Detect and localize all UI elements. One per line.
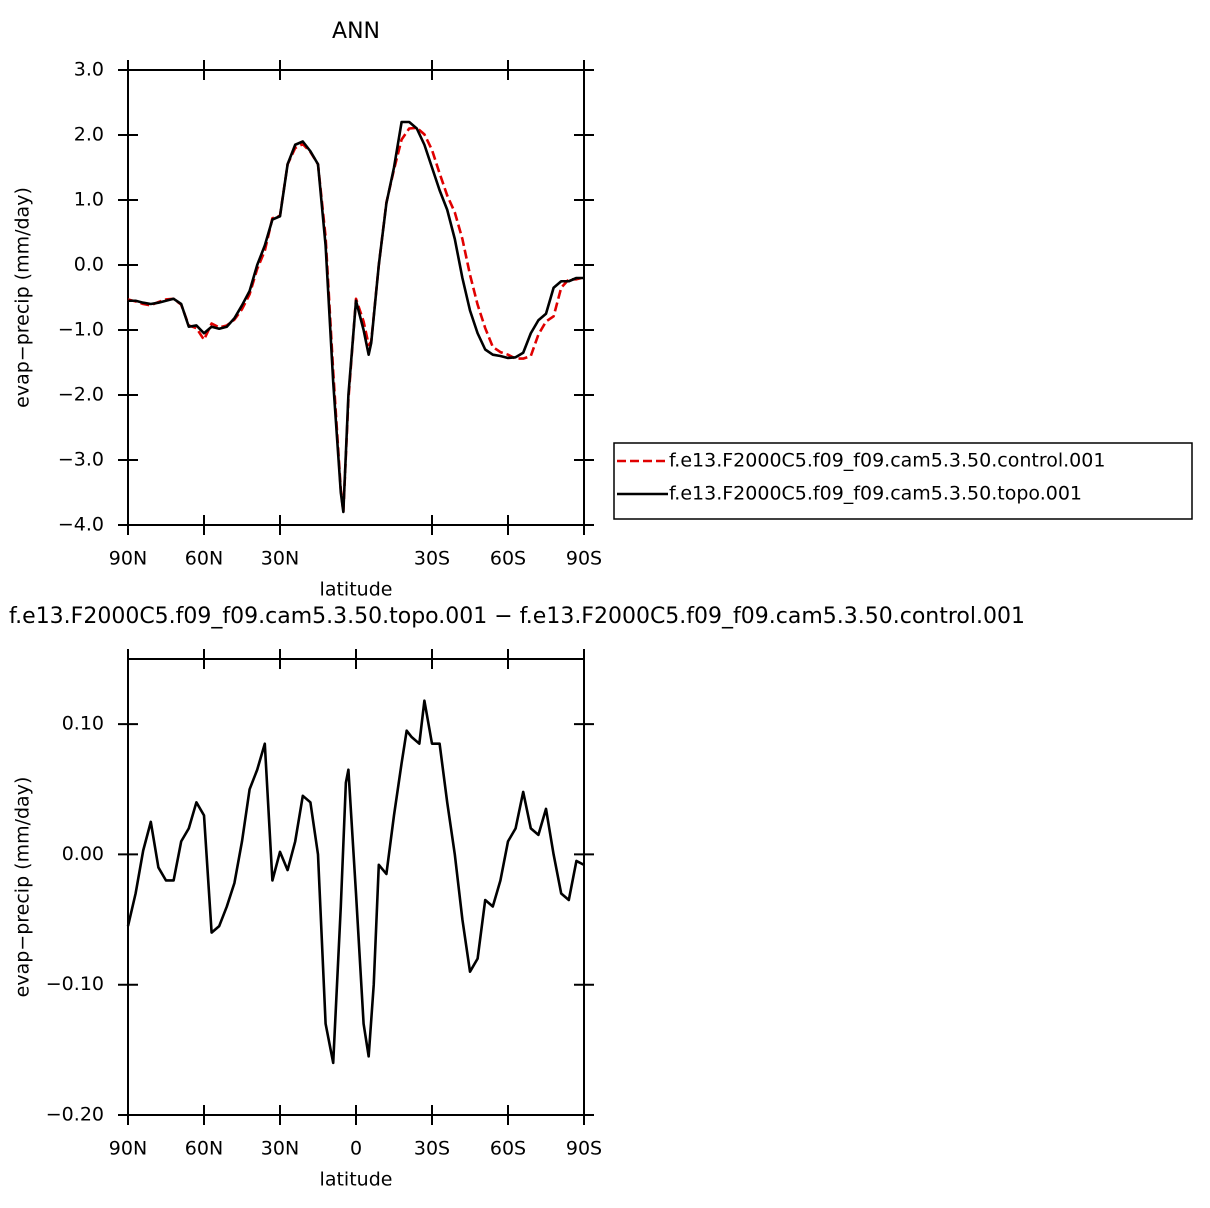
x-tick-label: 30N — [261, 1138, 299, 1160]
y-tick-label: −3.0 — [58, 449, 104, 471]
y-tick-label: 0.00 — [62, 843, 104, 865]
y-tick-label: −0.20 — [46, 1104, 104, 1126]
y-tick-label: 0.0 — [74, 254, 104, 276]
y-tick-label: −4.0 — [58, 514, 104, 536]
y-tick-label: −1.0 — [58, 319, 104, 341]
x-tick-label: 30N — [261, 548, 299, 570]
x-tick-label: 60N — [185, 1138, 223, 1160]
chart-title: ANN — [332, 19, 380, 44]
legend-box — [613, 442, 1193, 520]
legend-label: f.e13.F2000C5.f09_f09.cam5.3.50.topo.001 — [669, 483, 1082, 505]
data-line — [126, 699, 585, 1065]
y-tick-label: −2.0 — [58, 384, 104, 406]
x-tick-label: 60N — [185, 548, 223, 570]
legend-label: f.e13.F2000C5.f09_f09.cam5.3.50.control.… — [669, 450, 1105, 472]
x-axis-label: latitude — [320, 579, 393, 601]
x-axis-label: latitude — [320, 1169, 393, 1191]
y-tick-label: 1.0 — [74, 189, 104, 211]
x-tick-label: 30S — [414, 548, 450, 570]
x-tick-label: 0 — [350, 1138, 362, 1160]
y-axis-label: evap−precip (mm/day) — [12, 187, 34, 408]
plot-frame — [127, 69, 585, 526]
x-tick-label: 90S — [566, 548, 602, 570]
chart-title: f.e13.F2000C5.f09_f09.cam5.3.50.topo.001… — [9, 604, 1025, 629]
data-line — [127, 126, 585, 514]
x-tick-label: 90N — [109, 1138, 147, 1160]
x-tick-label: 60S — [490, 1138, 526, 1160]
y-tick-label: −0.10 — [46, 973, 104, 995]
y-axis-label: evap−precip (mm/day) — [12, 777, 34, 998]
x-tick-label: 90S — [566, 1138, 602, 1160]
data-line — [128, 120, 584, 514]
y-tick-label: 3.0 — [74, 59, 104, 81]
y-tick-label: 0.10 — [62, 713, 104, 735]
x-tick-label: 60S — [490, 548, 526, 570]
x-tick-label: 90N — [109, 548, 147, 570]
x-tick-label: 30S — [414, 1138, 450, 1160]
plot-frame — [127, 658, 585, 1116]
y-tick-label: 2.0 — [74, 124, 104, 146]
